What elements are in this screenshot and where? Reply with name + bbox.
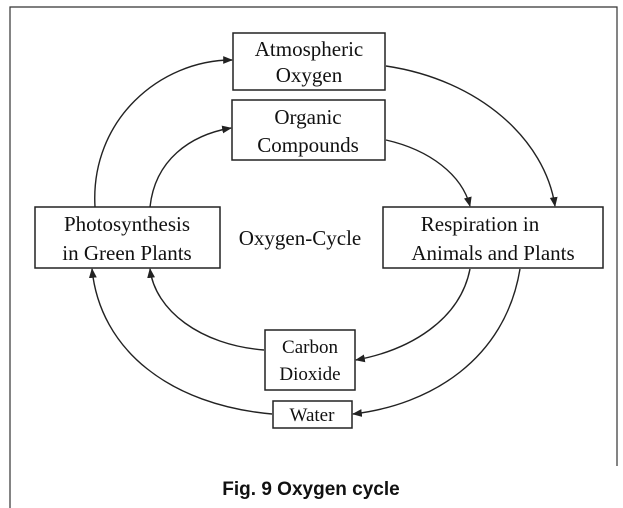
node: Carbon Dioxide bbox=[264, 329, 356, 391]
node-box bbox=[231, 99, 386, 161]
node: Respiration in Animals and Plants bbox=[382, 206, 604, 269]
arrow bbox=[149, 125, 232, 208]
node-box bbox=[272, 400, 353, 429]
node-label: Compounds bbox=[257, 133, 359, 157]
node-label: Dioxide bbox=[279, 364, 340, 385]
node-label: Respiration in bbox=[421, 212, 540, 236]
arrow bbox=[147, 268, 265, 351]
arrow bbox=[94, 56, 233, 208]
node-box bbox=[34, 206, 221, 269]
node: Photosynthesis in Green Plants bbox=[34, 206, 221, 269]
node-box bbox=[264, 329, 356, 391]
arrow bbox=[88, 268, 273, 415]
node-label: Water bbox=[290, 405, 336, 426]
node: Organic Compounds bbox=[231, 99, 386, 161]
node: Atmospheric Oxygen bbox=[232, 32, 386, 91]
center-label: Oxygen-Cycle bbox=[239, 226, 361, 250]
frame bbox=[9, 6, 618, 508]
node-label: Oxygen bbox=[276, 63, 343, 87]
node-box bbox=[382, 206, 604, 269]
node-label: Photosynthesis bbox=[64, 212, 190, 236]
center: Oxygen-Cycle bbox=[239, 226, 361, 250]
node-label: Animals and Plants bbox=[411, 241, 574, 265]
arrow bbox=[355, 268, 471, 363]
arrow bbox=[385, 139, 472, 207]
arrow bbox=[385, 65, 558, 207]
node-box bbox=[232, 32, 386, 91]
node: Water bbox=[272, 400, 353, 429]
node-label: Organic bbox=[274, 105, 341, 129]
node-label: Atmospheric bbox=[255, 37, 363, 61]
arrow bbox=[352, 268, 521, 417]
node-label: in Green Plants bbox=[62, 241, 191, 265]
node-label: Carbon bbox=[282, 337, 338, 358]
caption: Fig. 9 Oxygen cycle bbox=[222, 479, 399, 500]
